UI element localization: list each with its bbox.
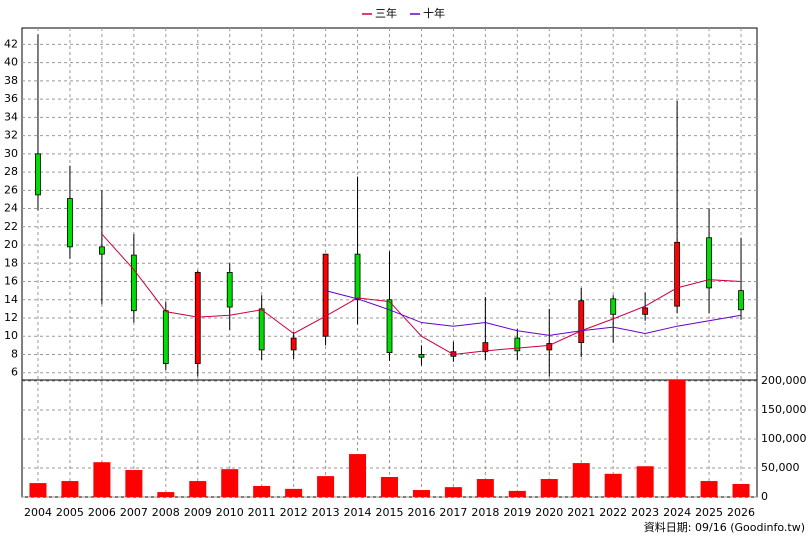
x-tick-label: 2008 (152, 506, 180, 519)
y-tick-label: 14 (4, 293, 18, 306)
ma-line (101, 233, 742, 355)
volume-bar (508, 490, 526, 497)
volume-bar (61, 481, 79, 497)
candle-body (130, 254, 137, 312)
candle-body (706, 237, 712, 289)
x-tick-label: 2013 (312, 506, 340, 519)
candle-body (98, 246, 105, 255)
y-tick-label: 24 (4, 202, 18, 215)
x-tick-label: 2016 (407, 506, 435, 519)
x-tick-label: 2009 (184, 506, 212, 519)
x-tick-label: 2024 (663, 506, 691, 519)
candle-body (674, 241, 681, 307)
y-tick-label: 32 (4, 129, 18, 142)
y2-tick-label: 50,000 (761, 461, 800, 474)
y-tick-label: 22 (4, 220, 18, 233)
volume-bar (221, 469, 239, 497)
candle-body (610, 298, 617, 315)
y-tick-label: 8 (11, 347, 18, 360)
candle-body (578, 300, 585, 344)
volume-bar (732, 483, 750, 497)
candle-body (35, 153, 41, 196)
volume-bar (444, 487, 462, 497)
y-tick-label: 30 (4, 147, 18, 160)
x-tick-label: 2026 (727, 506, 755, 519)
y-tick-label: 38 (4, 74, 18, 87)
x-tick-label: 2004 (24, 506, 52, 519)
y-tick-label: 10 (4, 329, 18, 342)
candle-body (546, 343, 553, 351)
ma-line (325, 290, 742, 336)
volume-bar (285, 488, 303, 497)
y2-tick-label: 150,000 (761, 403, 807, 416)
x-tick-label: 2006 (88, 506, 116, 519)
x-tick-label: 2017 (439, 506, 467, 519)
volume-bar (157, 492, 175, 497)
candle-body (67, 198, 73, 248)
candle-body (226, 271, 233, 308)
volume-bar (381, 476, 398, 497)
x-tick-label: 2011 (248, 506, 276, 519)
volume-bar (572, 463, 590, 497)
y-tick-label: 6 (11, 366, 18, 379)
x-tick-label: 2007 (120, 506, 148, 519)
candle-body (514, 337, 521, 352)
y-tick-label: 12 (4, 311, 18, 324)
x-tick-label: 2012 (280, 506, 308, 519)
candle-body (738, 290, 744, 311)
candle-body (642, 307, 649, 315)
footer: 資料日期: 09/16 (Goodinfo.tw) (644, 520, 805, 534)
x-tick-label: 2025 (695, 506, 723, 519)
x-tick-label: 2018 (471, 506, 499, 519)
volume-bar (476, 479, 494, 497)
candle-body (354, 253, 361, 301)
y-tick-label: 36 (4, 92, 18, 105)
y2-tick-label: 200,000 (761, 374, 807, 387)
volume-bar (349, 454, 367, 497)
candle-body (162, 310, 169, 364)
x-tick-label: 2005 (56, 506, 84, 519)
y2-tick-label: 0 (761, 490, 768, 503)
volume-bar (412, 490, 430, 497)
x-tick-label: 2021 (567, 506, 595, 519)
candle-body (386, 299, 393, 354)
volume-bar (700, 481, 718, 497)
x-tick-label: 2015 (376, 506, 404, 519)
volume-bar (317, 476, 335, 497)
volume-bar (604, 473, 622, 497)
y2-tick-label: 100,000 (761, 432, 807, 445)
y-tick-label: 28 (4, 165, 18, 178)
candle-body (258, 308, 265, 351)
volume-bar (668, 379, 686, 497)
candle-body (194, 271, 201, 364)
y-tick-label: 26 (4, 183, 18, 196)
volume-bar (29, 483, 47, 497)
y-tick-label: 18 (4, 256, 18, 269)
x-tick-label: 2023 (631, 506, 659, 519)
candle-body (482, 342, 489, 353)
legend-label: 十年 (423, 6, 445, 20)
volume-bar (253, 485, 271, 497)
y-tick-label: 20 (4, 238, 18, 251)
candle-body (322, 253, 329, 337)
x-tick-label: 2020 (535, 506, 563, 519)
x-tick-label: 2019 (503, 506, 531, 519)
y-tick-label: 34 (4, 110, 18, 123)
legend-label: 三年 (375, 6, 397, 20)
y-tick-label: 16 (4, 275, 18, 288)
volume-bar (125, 470, 143, 497)
x-tick-label: 2010 (216, 506, 244, 519)
candle-body (418, 354, 425, 358)
volume-bar (540, 479, 558, 497)
volume-bar (93, 462, 111, 497)
candle-body (290, 337, 297, 351)
y-tick-label: 42 (4, 37, 18, 50)
volume-bar (189, 481, 207, 497)
x-tick-label: 2014 (344, 506, 372, 519)
x-tick-label: 2022 (599, 506, 627, 519)
volume-bar (636, 466, 654, 497)
y-tick-label: 40 (4, 56, 18, 69)
